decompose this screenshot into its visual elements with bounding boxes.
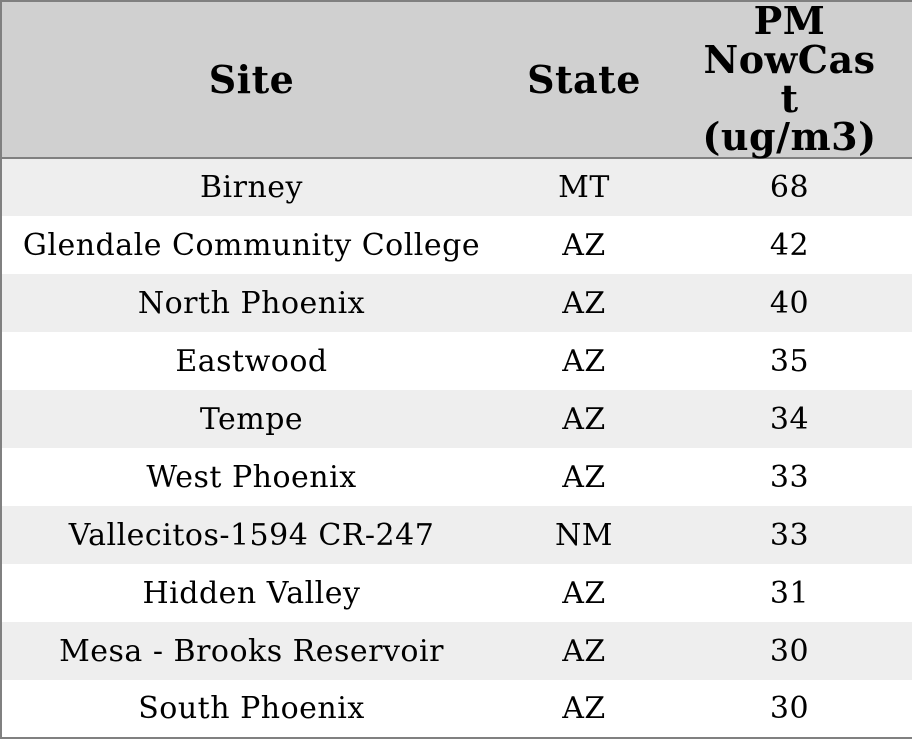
header-row: Site State PM NowCast (ug/m3): [1, 0, 912, 160]
state-cell: AZ: [562, 691, 606, 726]
state-cell: AZ: [562, 227, 606, 263]
pm-value-cell: 30: [769, 633, 810, 669]
site-cell: Tempe: [199, 401, 304, 437]
state-cell: AZ: [562, 285, 606, 321]
state-cell: AZ: [562, 401, 606, 437]
state-cell: AZ: [562, 633, 606, 669]
site-cell: Glendale Community College: [22, 227, 481, 263]
column-header-pm-nowcast-label: PM NowCast (ug/m3): [702, 0, 877, 160]
pm-value-cell: 40: [769, 285, 810, 321]
site-cell: Birney: [199, 170, 303, 205]
table-row: Tempe AZ 34: [1, 390, 912, 448]
table-row: Mesa - Brooks Reservoir AZ 30: [1, 622, 912, 680]
site-cell: West Phoenix: [146, 459, 357, 495]
table-row: West Phoenix AZ 33: [1, 448, 912, 506]
pm-value-cell: 31: [769, 575, 810, 611]
state-cell: AZ: [562, 459, 606, 495]
column-header-pm-nowcast: PM NowCast (ug/m3): [667, 0, 912, 160]
site-cell: South Phoenix: [138, 691, 365, 726]
table-body: Birney MT 68 Glendale Community College …: [1, 158, 912, 738]
pm-value-cell: 30: [769, 691, 810, 726]
state-cell: MT: [558, 170, 610, 205]
column-header-state: State: [501, 1, 667, 159]
site-cell: Vallecitos-1594 CR-247: [68, 517, 435, 553]
state-cell: AZ: [562, 575, 606, 611]
site-cell: Hidden Valley: [142, 575, 361, 611]
table-row: Glendale Community College AZ 42: [1, 216, 912, 274]
table-row: Eastwood AZ 35: [1, 332, 912, 390]
pm-value-cell: 68: [769, 170, 810, 205]
state-cell: NM: [555, 517, 613, 553]
column-header-site: Site: [1, 1, 501, 159]
site-cell: North Phoenix: [137, 285, 366, 321]
pm-value-cell: 35: [769, 343, 810, 379]
pm-value-cell: 42: [769, 227, 810, 263]
pm-value-cell: 33: [769, 517, 810, 553]
site-cell: Eastwood: [175, 343, 328, 379]
site-cell: Mesa - Brooks Reservoir: [59, 633, 444, 669]
table-row: Birney MT 68: [1, 158, 912, 216]
table-row: South Phoenix AZ 30: [1, 680, 912, 738]
table-row: Hidden Valley AZ 31: [1, 564, 912, 622]
table-row: Vallecitos-1594 CR-247 NM 33: [1, 506, 912, 564]
pm-value-cell: 33: [769, 459, 810, 495]
table-header: Site State PM NowCast (ug/m3): [1, 0, 912, 160]
table-row: North Phoenix AZ 40: [1, 274, 912, 332]
state-cell: AZ: [562, 343, 606, 379]
pm-value-cell: 34: [769, 401, 810, 437]
